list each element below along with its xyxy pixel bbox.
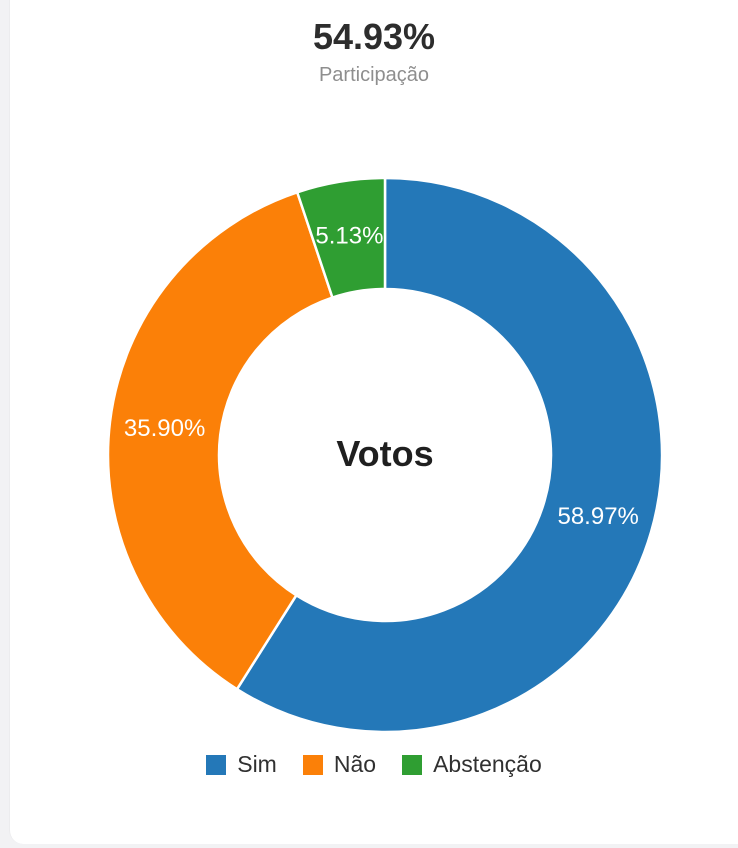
donut-chart: 58.97% 35.90% 5.13% Votos: [10, 0, 738, 844]
donut-svg: 58.97% 35.90% 5.13%: [106, 176, 664, 734]
legend-item-abstencao[interactable]: Abstenção: [402, 751, 542, 778]
slice-nao[interactable]: [106, 191, 334, 691]
slice-label-sim: 58.97%: [557, 503, 638, 530]
legend-swatch-abstencao: [402, 754, 423, 775]
legend: Sim Não Abstenção: [10, 751, 738, 778]
legend-item-sim[interactable]: Sim: [206, 751, 277, 778]
header: 54.93% Participação: [10, 16, 738, 87]
card: 54.93% Participação 58.97% 35.90% 5.13% Vo…: [9, 0, 738, 844]
slice-sim[interactable]: [235, 176, 664, 734]
participation-label: Participação: [318, 64, 430, 87]
legend-swatch-sim: [206, 754, 227, 775]
legend-item-nao[interactable]: Não: [302, 751, 377, 778]
legend-swatch-nao: [302, 754, 323, 775]
chart-center-label: Votos: [336, 433, 434, 475]
slice-abstencao[interactable]: [296, 176, 387, 299]
legend-label-sim: Sim: [237, 751, 277, 777]
slice-label-nao: 35.90%: [124, 415, 205, 442]
participation-value: 54.93%: [312, 16, 436, 57]
legend-label-abstencao: Abstenção: [433, 751, 542, 777]
legend-label-nao: Não: [333, 751, 377, 777]
slice-label-abstencao: 5.13%: [315, 222, 383, 249]
